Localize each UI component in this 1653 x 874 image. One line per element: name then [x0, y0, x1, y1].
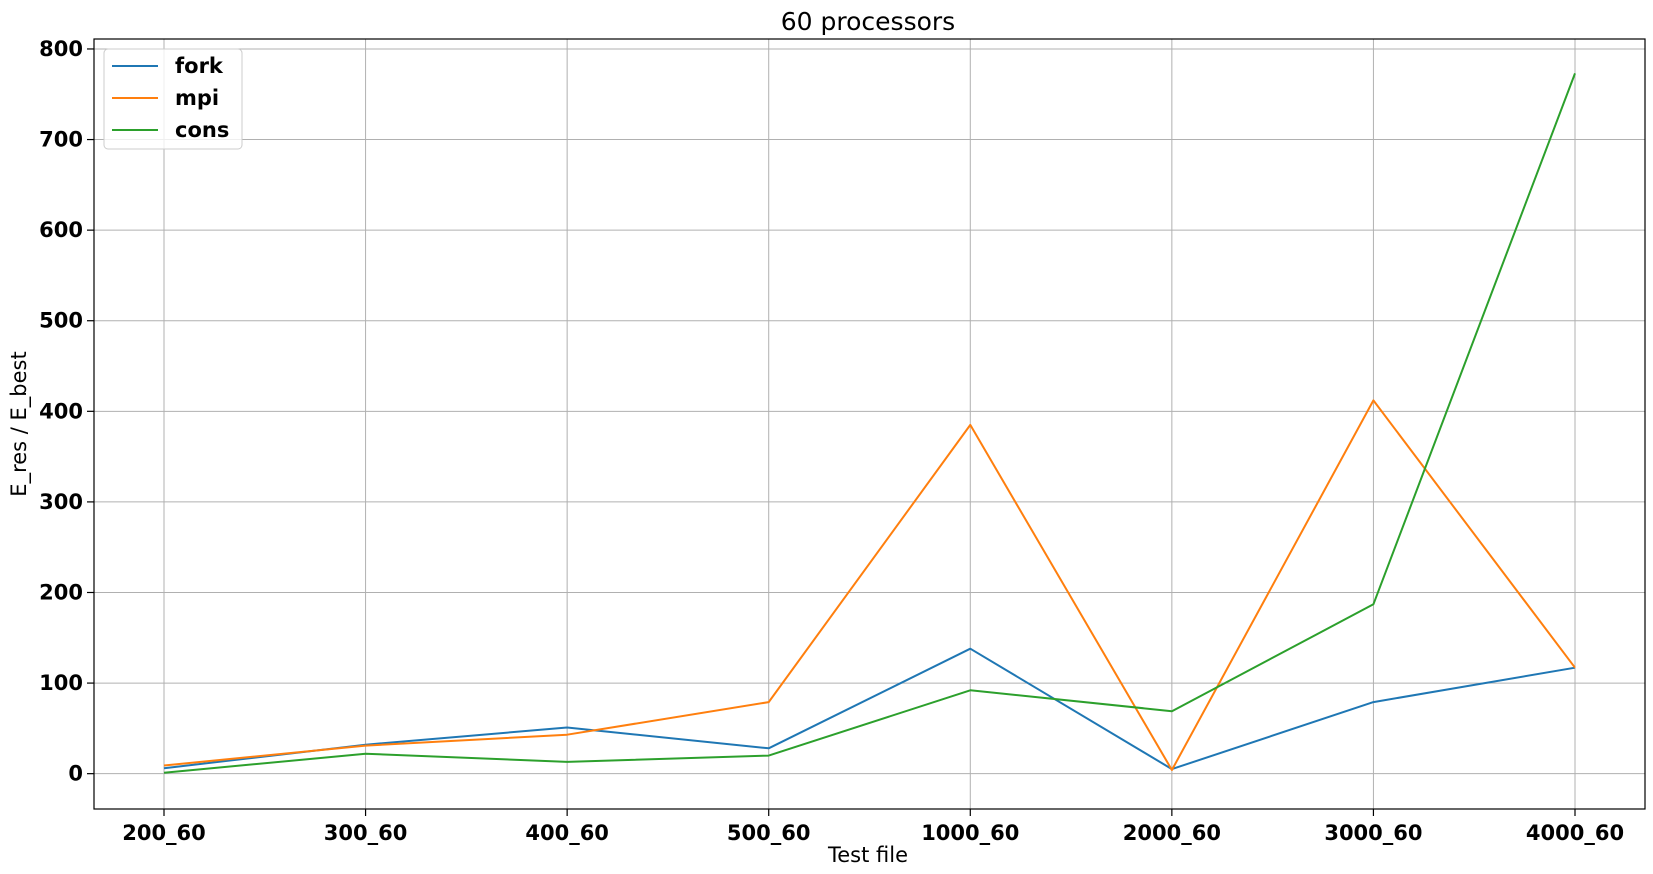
plot-frame: [93, 38, 1646, 810]
x-tick-label: 400_60: [525, 821, 609, 845]
y-tick-label: 0: [68, 762, 83, 786]
legend-label-cons: cons: [175, 118, 229, 142]
y-tick-label: 700: [39, 128, 83, 152]
x-tick-label: 200_60: [122, 821, 206, 845]
y-tick-label: 400: [39, 399, 83, 423]
y-tick-label: 300: [39, 490, 83, 514]
series-line-cons: [163, 73, 1576, 774]
legend: fork mpi cons: [103, 48, 243, 150]
grid: [94, 39, 1645, 809]
series-lines: [163, 73, 1576, 774]
x-tick-label: 2000_60: [1123, 821, 1221, 845]
x-tick-label: 500_60: [727, 821, 811, 845]
series-line-mpi: [163, 399, 1576, 771]
legend-label-mpi: mpi: [175, 86, 219, 110]
x-tick-label: 4000_60: [1526, 821, 1624, 845]
x-tick-label: 300_60: [324, 821, 408, 845]
y-tick-label: 800: [39, 37, 83, 61]
y-axis-label: E_res / E_best: [7, 351, 32, 496]
x-axis-ticks: 200_60 300_60 400_60 500_60 1000_60 2000_60 30…: [122, 809, 1624, 845]
x-axis-label: Test file: [827, 843, 908, 867]
chart-title: 60 processors: [781, 7, 955, 36]
x-tick-label: 3000_60: [1324, 821, 1422, 845]
y-tick-label: 600: [39, 218, 83, 242]
y-tick-label: 500: [39, 309, 83, 333]
y-tick-label: 200: [39, 580, 83, 604]
legend-label-fork: fork: [175, 54, 224, 78]
series-line-fork: [163, 647, 1576, 771]
legend-box: [103, 48, 243, 150]
x-tick-label: 1000_60: [921, 821, 1019, 845]
y-axis-ticks: 0 100 200 300 400 500 600 700 800: [39, 37, 94, 786]
y-tick-label: 100: [39, 671, 83, 695]
